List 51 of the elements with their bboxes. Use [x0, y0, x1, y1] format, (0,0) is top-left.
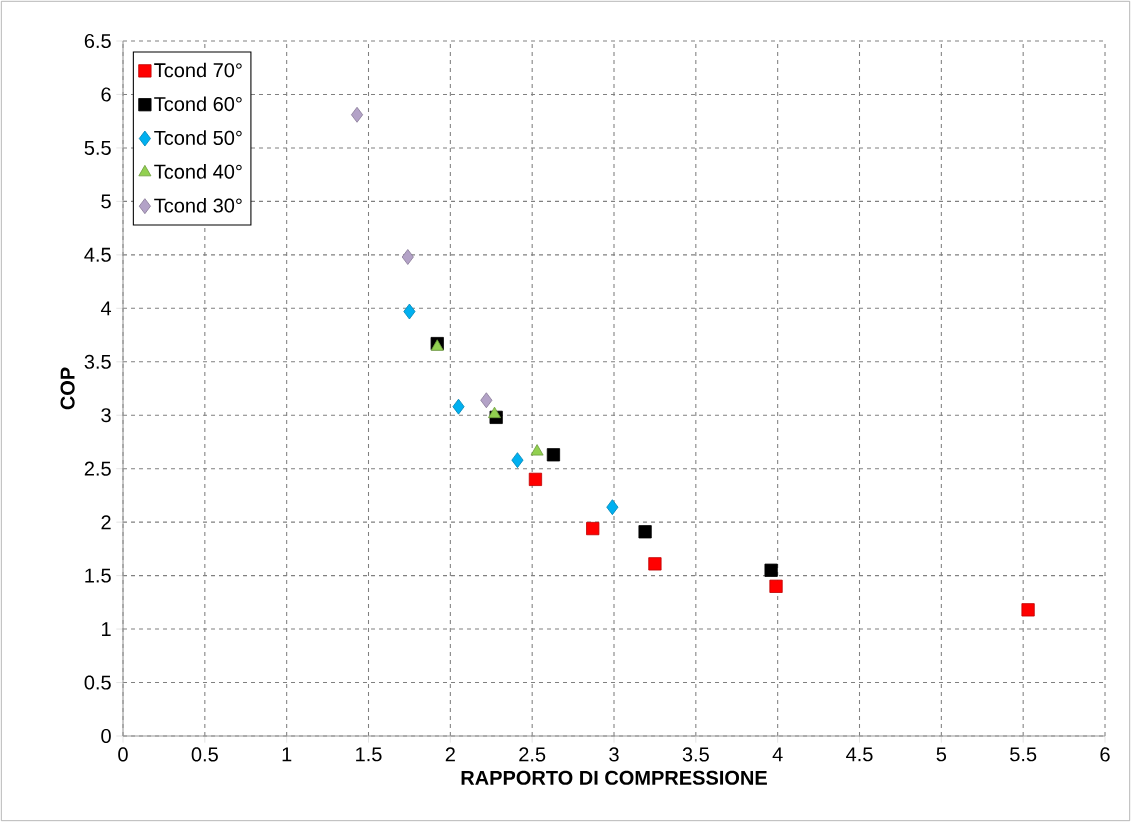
- legend-label: Tcond 60°: [154, 96, 242, 112]
- legend-label: Tcond 40°: [154, 164, 242, 179]
- y-axis-title: COP: [60, 367, 75, 410]
- point: [480, 392, 493, 409]
- legend-label: Tcond 70°: [154, 62, 242, 78]
- y-tick-label: 0.5: [84, 675, 111, 690]
- y-tick-label: 2: [101, 515, 111, 530]
- x-tick-label: 5: [936, 747, 947, 762]
- y-tick-label: 5.5: [84, 140, 111, 155]
- point: [530, 444, 544, 456]
- legend-label: Tcond 50°: [154, 130, 242, 145]
- point: [606, 499, 619, 516]
- point: [511, 452, 524, 469]
- y-tick-label: 4: [100, 301, 112, 316]
- y-tick-label: 6: [101, 87, 111, 102]
- point: [546, 448, 561, 462]
- point: [528, 472, 543, 486]
- y-tick-label: 3: [101, 408, 111, 423]
- x-tick-label: 4: [772, 747, 783, 762]
- point: [488, 406, 501, 419]
- x-tick-label: 1.5: [356, 747, 382, 762]
- x-tick-label: 0.5: [191, 747, 218, 762]
- x-tick-label: 4.5: [846, 747, 873, 762]
- x-axis-title: RAPPORTO DI COMPRESSIONE: [461, 770, 767, 785]
- x-tick-label: 2.5: [519, 747, 546, 762]
- point: [586, 521, 600, 536]
- x-tick-label: 3: [609, 747, 619, 762]
- point: [403, 303, 416, 320]
- point: [769, 579, 783, 593]
- y-tick-label: 1.5: [85, 568, 111, 583]
- x-tick-label: 6: [1100, 747, 1110, 762]
- y-tick-label: 1: [102, 622, 111, 636]
- y-tick-label: 5: [101, 194, 111, 209]
- y-tick-label: 0: [101, 728, 111, 744]
- y-tick-label: 6.5: [84, 33, 111, 49]
- point: [351, 106, 364, 123]
- point: [764, 563, 778, 577]
- point: [648, 557, 662, 571]
- point: [401, 249, 414, 265]
- x-tick-label: 2: [445, 747, 455, 762]
- legend-label: Tcond 30°: [154, 197, 242, 213]
- y-tick-label: 4.5: [84, 247, 111, 262]
- point: [638, 525, 652, 539]
- x-tick-label: 1: [282, 747, 292, 762]
- x-tick-label: 5.5: [1010, 747, 1037, 762]
- y-tick-label: 2.5: [84, 461, 111, 476]
- point: [452, 398, 465, 415]
- point: [1021, 603, 1035, 617]
- y-tick-label: 3.5: [84, 354, 111, 369]
- x-tick-label: 0: [118, 747, 128, 762]
- x-tick-label: 3.5: [682, 747, 709, 762]
